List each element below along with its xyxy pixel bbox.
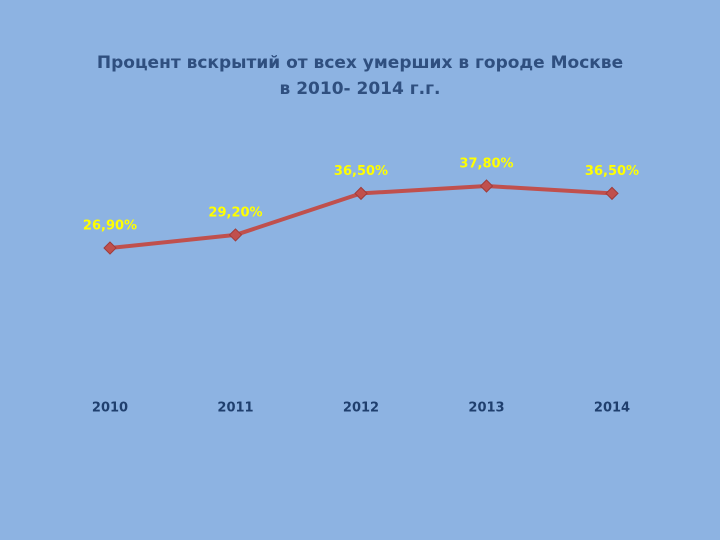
x-tick-label: 2014 xyxy=(594,401,630,416)
chart-title: Процент вскрытий от всех умерших в город… xyxy=(96,53,624,99)
marker xyxy=(479,179,494,193)
x-tick-label: 2010 xyxy=(92,401,128,416)
data-label: 37,80% xyxy=(459,157,513,172)
marker xyxy=(354,186,368,201)
data-label: 36,50% xyxy=(585,164,639,179)
marker xyxy=(605,186,619,201)
x-tick-label: 2013 xyxy=(468,401,504,416)
x-tick-label: 2012 xyxy=(343,401,379,416)
data-label: 26,90% xyxy=(83,219,137,234)
marker xyxy=(103,241,117,255)
marker xyxy=(228,228,243,242)
data-label: 29,20% xyxy=(208,205,262,220)
x-tick-label: 2011 xyxy=(217,401,253,416)
data-label: 36,50% xyxy=(334,164,388,179)
